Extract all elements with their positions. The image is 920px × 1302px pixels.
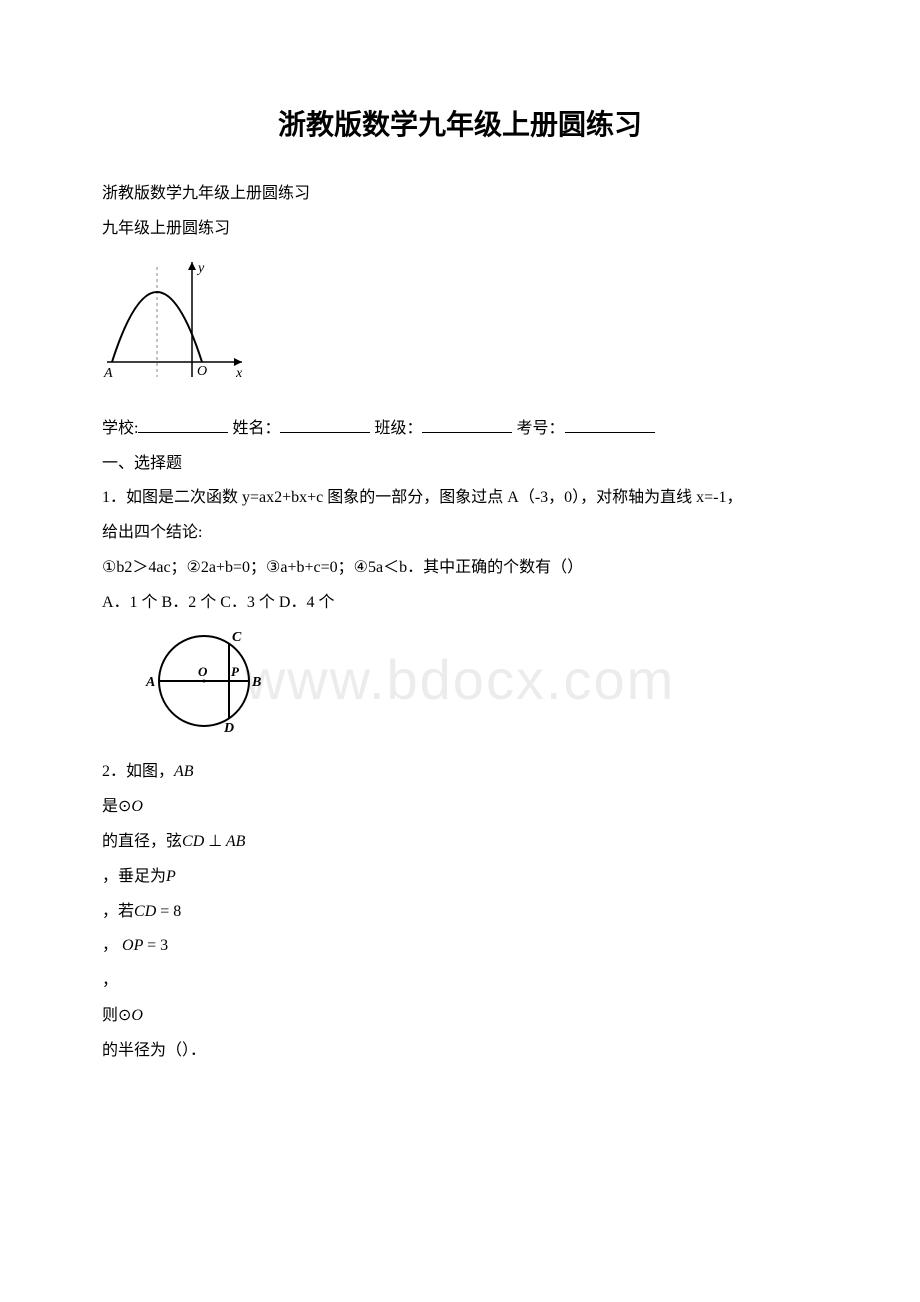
q1-text-b: 给出四个结论: [70,519,850,548]
q1-text-d: A．1 个 B．2 个 C．3 个 D．4 个 [70,589,850,618]
id-label: 考号： [516,420,564,437]
figure-circle: A B C D O P [134,626,850,747]
q2-p1: 2．如图， [102,763,174,780]
page-title: 浙教版数学九年级上册圆练习 [70,100,850,150]
q2-line-7: ， [70,967,850,996]
q1-text-a: 1．如图是二次函数 y=ax2+bx+c 图象的一部分，图象过点 A（-3，0）… [70,484,850,513]
q2-line-3: 的直径，弦CD ⊥ AB [70,828,850,857]
document-content: 浙教版数学九年级上册圆练习 浙教版数学九年级上册圆练习 九年级上册圆练习 A O… [70,100,850,1066]
svg-text:y: y [196,261,205,276]
svg-text:C: C [232,630,242,645]
class-blank[interactable] [422,417,512,433]
form-row: 学校: 姓名： 班级： 考号： [70,415,850,444]
q2-p3: 的直径，弦 [102,833,182,850]
name-label: 姓名： [232,420,280,437]
q2-line-4: ，垂足为P [70,863,850,892]
q2-line-2: 是⊙O [70,793,850,822]
q2-m2: ⊙O [118,798,143,815]
q2-line-1: 2．如图，AB [70,758,850,787]
figure-parabola: A O x y [102,252,850,403]
svg-text:O: O [198,664,208,679]
school-blank[interactable] [138,417,228,433]
name-blank[interactable] [280,417,370,433]
class-label: 班级： [374,420,422,437]
q2-p6: ， [102,937,118,954]
q1-text-c: ①b2＞4ac；②2a+b=0；③a+b+c=0；④5a＜b．其中正确的个数有（… [70,554,850,583]
subtitle-line-2: 九年级上册圆练习 [70,215,850,244]
subtitle-line-1: 浙教版数学九年级上册圆练习 [70,180,850,209]
q2-m4: P [166,868,176,885]
q2-p2: 是 [102,798,118,815]
school-label: 学校: [102,420,138,437]
q2-p5: ，若 [102,903,134,920]
svg-text:O: O [197,364,207,379]
q2-p4: ，垂足为 [102,868,166,885]
q2-line-5: ，若CD = 8 [70,898,850,927]
svg-text:D: D [223,721,234,736]
q2-p8: 则 [102,1007,118,1024]
q2-m1: AB [174,763,194,780]
q2-m5: CD = 8 [134,903,181,920]
q2-m6: OP = 3 [122,937,168,954]
q2-line-8: 则⊙O [70,1002,850,1031]
id-blank[interactable] [565,417,655,433]
svg-text:x: x [235,366,243,381]
svg-text:B: B [251,675,261,690]
svg-text:A: A [145,675,155,690]
q2-line-6: ， OP = 3 [70,932,850,961]
svg-text:P: P [231,664,240,679]
q2-m3: CD ⊥ AB [182,833,245,850]
q2-line-9: 的半径为（）． [70,1037,850,1066]
section-heading-1: 一、选择题 [70,450,850,479]
q2-m7: ⊙O [118,1007,143,1024]
svg-text:A: A [103,366,113,381]
